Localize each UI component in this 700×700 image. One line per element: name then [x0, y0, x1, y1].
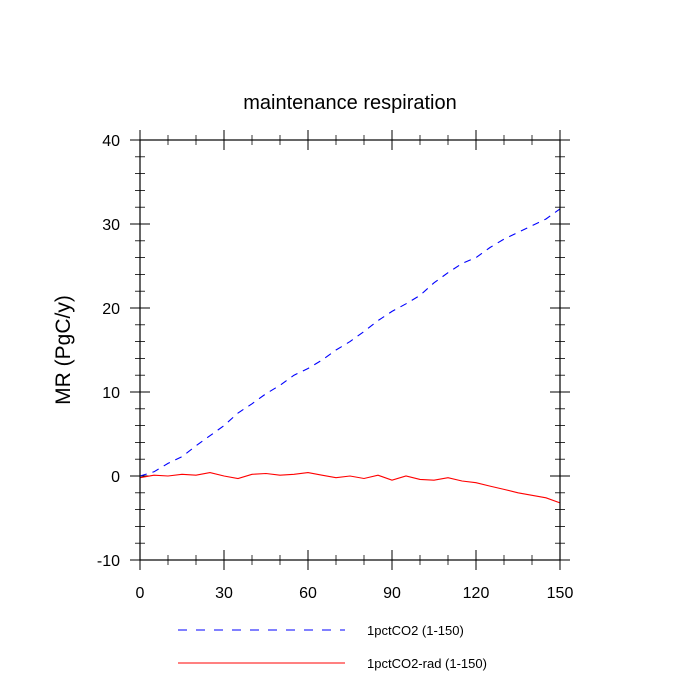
legend: 1pctCO2 (1-150) 1pctCO2-rad (1-150) — [178, 623, 487, 671]
data-point — [419, 295, 420, 296]
data-point — [251, 474, 252, 475]
data-point — [153, 471, 154, 472]
data-point — [545, 497, 546, 498]
data-point — [223, 475, 224, 476]
data-point — [363, 331, 364, 332]
data-point — [377, 475, 378, 476]
x-tick-label: 120 — [463, 585, 490, 602]
data-point — [363, 478, 364, 479]
data-point — [377, 320, 378, 321]
data-point — [391, 480, 392, 481]
axis-ticks — [130, 130, 570, 570]
data-point — [517, 492, 518, 493]
data-point — [531, 495, 532, 496]
data-point — [503, 489, 504, 490]
data-point — [405, 303, 406, 304]
y-tick-label: 40 — [102, 133, 120, 150]
data-point — [237, 412, 238, 413]
x-tick-label: 30 — [215, 585, 233, 602]
data-point — [279, 475, 280, 476]
data-point — [195, 475, 196, 476]
data-point — [335, 349, 336, 350]
series-line-1 — [139, 208, 561, 477]
data-point — [167, 463, 168, 464]
data-point — [293, 474, 294, 475]
data-point — [349, 475, 350, 476]
data-point — [391, 311, 392, 312]
data-point — [321, 475, 322, 476]
legend-label-1: 1pctCO2 (1-150) — [367, 623, 464, 638]
data-point — [307, 368, 308, 369]
tick-labels: 0 30 60 90 120 150 -10 0 10 20 30 40 — [97, 133, 574, 602]
y-tick-label: 30 — [102, 217, 120, 234]
series-lines — [139, 208, 561, 504]
data-point — [503, 239, 504, 240]
data-point — [237, 478, 238, 479]
chart-title: maintenance respiration — [243, 92, 456, 114]
data-point — [433, 480, 434, 481]
data-point — [335, 477, 336, 478]
data-point — [447, 272, 448, 273]
data-point — [209, 472, 210, 473]
data-point — [167, 475, 168, 476]
y-tick-label: -10 — [97, 553, 120, 570]
data-point — [475, 257, 476, 258]
y-axis-label: MR (PgC/y) — [52, 295, 75, 405]
data-point — [153, 475, 154, 476]
data-point — [321, 359, 322, 360]
data-point — [419, 479, 420, 480]
data-point — [405, 475, 406, 476]
y-tick-label: 10 — [102, 385, 120, 402]
data-point — [447, 477, 448, 478]
data-point — [517, 232, 518, 233]
data-point — [223, 425, 224, 426]
data-point — [209, 435, 210, 436]
data-point — [195, 445, 196, 446]
data-point — [489, 247, 490, 248]
data-point — [475, 482, 476, 483]
data-point — [545, 218, 546, 219]
data-point — [349, 341, 350, 342]
series-line-2 — [139, 472, 561, 504]
x-tick-label: 0 — [136, 585, 145, 602]
x-tick-label: 90 — [383, 585, 401, 602]
legend-label-2: 1pctCO2-rad (1-150) — [367, 656, 487, 671]
x-tick-label: 60 — [299, 585, 317, 602]
data-point — [531, 225, 532, 226]
y-tick-label: 20 — [102, 301, 120, 318]
x-tick-label: 150 — [547, 585, 574, 602]
data-point — [265, 473, 266, 474]
data-point — [293, 375, 294, 376]
data-point — [251, 403, 252, 404]
data-point — [461, 263, 462, 264]
plot-frame — [139, 139, 561, 561]
data-point — [433, 282, 434, 283]
data-point — [265, 393, 266, 394]
data-point — [307, 472, 308, 473]
y-tick-label: 0 — [111, 469, 120, 486]
data-point — [181, 474, 182, 475]
data-point — [461, 480, 462, 481]
data-point — [279, 385, 280, 386]
data-point — [181, 456, 182, 457]
data-point — [489, 485, 490, 486]
